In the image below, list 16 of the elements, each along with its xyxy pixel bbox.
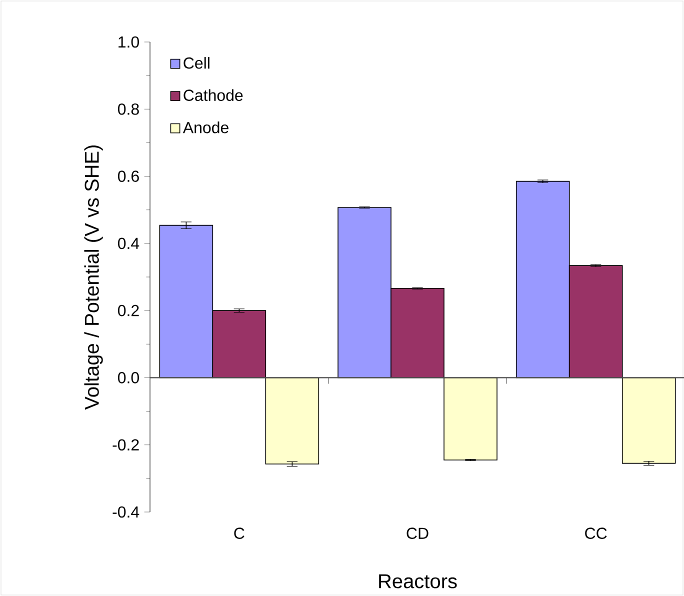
y-tick-label: 0.6 (118, 170, 139, 182)
y-tick-label: 0.2 (118, 304, 139, 316)
y-axis-title: Voltage / Potential (V vs SHE) (84, 145, 103, 410)
legend-label: Cell (184, 57, 210, 69)
legend-label: Anode (182, 122, 228, 134)
y-tick-label: 0.8 (118, 103, 139, 115)
x-axis-title: Reactors (379, 574, 457, 588)
x-tick-label: CD (406, 528, 428, 539)
y-tick-label: -0.4 (112, 506, 140, 518)
x-tick-label: C (234, 528, 244, 539)
x-tick-label: CC (585, 528, 607, 539)
y-tick-label: 1.0 (118, 36, 139, 48)
y-tick-label: -0.2 (112, 439, 139, 451)
y-tick-label: 0.0 (118, 372, 139, 384)
y-tick-label: 0.4 (118, 238, 140, 250)
legend-label: Cathode (184, 89, 243, 101)
